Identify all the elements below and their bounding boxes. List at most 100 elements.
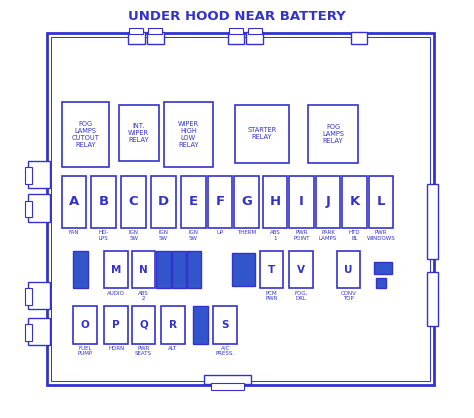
Bar [47,33,434,385]
Bar [25,288,32,305]
Text: B: B [99,195,109,208]
Text: ABS
2: ABS 2 [138,291,149,301]
Bar [118,104,159,161]
Text: STARTER
RELAY: STARTER RELAY [247,127,276,140]
Bar [28,318,50,345]
Text: WIPER
HIGH
LOW
RELAY: WIPER HIGH LOW RELAY [178,121,199,148]
Bar [229,28,243,34]
Text: V: V [297,265,305,275]
Text: PCM
PWR: PCM PWR [265,291,278,301]
Bar [181,176,206,228]
Text: N: N [139,265,148,275]
Text: ABS
1: ABS 1 [270,230,280,241]
Bar [25,167,32,184]
Bar [128,32,145,44]
Bar [342,176,367,228]
Text: INT.
WIPER
RELAY: INT. WIPER RELAY [128,123,149,143]
Bar [248,28,262,34]
Text: UNDER HOOD NEAR BATTERY: UNDER HOOD NEAR BATTERY [128,10,346,23]
Bar [228,32,244,44]
Text: M: M [111,265,121,275]
Bar [28,161,50,188]
Bar [62,176,86,228]
Text: FAN: FAN [69,230,79,235]
Bar [161,306,185,344]
Text: K: K [349,195,360,208]
Bar [235,104,289,163]
Bar [232,253,255,286]
Text: L: L [377,195,385,208]
Bar [104,306,128,344]
Text: PWR
POINT: PWR POINT [293,230,310,241]
Text: IGN
5W: IGN 5W [158,230,169,241]
Text: FOG,
DRL: FOG, DRL [294,291,308,301]
Text: HTD
BL: HTD BL [349,230,360,241]
Bar [234,176,259,228]
Text: C: C [129,195,138,208]
Bar [374,262,392,274]
Bar [28,282,50,309]
Bar [25,201,32,217]
Bar [193,306,208,344]
Text: THERM: THERM [237,230,256,235]
Text: U: U [344,265,353,275]
Text: A: A [69,195,79,208]
Bar [132,306,155,344]
Text: O: O [81,320,90,330]
Bar [211,383,244,390]
Text: E: E [189,195,198,208]
Text: PARK
LAMPS: PARK LAMPS [319,230,337,241]
Bar [121,176,146,228]
Text: PWR
WINDOWS: PWR WINDOWS [367,230,395,241]
Bar [132,251,155,288]
Bar [164,102,213,167]
Bar [73,306,97,344]
Bar [213,306,237,344]
Bar [427,184,438,259]
Bar [51,37,430,381]
Text: AUDIO: AUDIO [107,291,125,296]
Text: CONV
TOP: CONV TOP [340,291,356,301]
Bar [337,251,360,288]
Bar [351,32,367,44]
Bar [62,102,109,167]
Bar [129,28,143,34]
Bar [147,32,164,44]
Text: S: S [221,320,229,330]
Text: IGN
5W: IGN 5W [128,230,139,241]
Bar [156,251,171,288]
Text: PWR
SEATS: PWR SEATS [135,346,152,357]
Bar [289,176,314,228]
Text: ALT: ALT [168,346,178,351]
Bar [187,251,201,288]
Text: FOG
LAMPS
RELAY: FOG LAMPS RELAY [322,124,344,144]
Bar [263,176,287,228]
Text: D: D [158,195,169,208]
Text: FOG
LAMPS
CUTOUT
RELAY: FOG LAMPS CUTOUT RELAY [72,121,99,148]
Bar [148,28,162,34]
Text: J: J [326,195,330,208]
Bar [246,32,263,44]
Bar [376,278,386,288]
Bar [104,251,128,288]
Text: Q: Q [139,320,148,330]
Bar [151,176,176,228]
Text: F: F [215,195,225,208]
Bar [208,176,232,228]
Bar [289,251,313,288]
Text: A/C
PRESS.: A/C PRESS. [216,346,235,357]
Bar [28,194,50,222]
Text: G: G [241,195,252,208]
Text: FUEL
PUMP: FUEL PUMP [78,346,93,357]
Bar [260,251,283,288]
Bar [204,375,251,384]
Text: I: I [299,195,304,208]
Text: H: H [269,195,281,208]
Bar [369,176,393,228]
Bar [172,251,186,288]
Bar [427,272,438,326]
Bar [316,176,340,228]
Text: HORN: HORN [108,346,124,351]
Text: HD-
LPS: HD- LPS [99,230,109,241]
Bar [308,104,358,163]
